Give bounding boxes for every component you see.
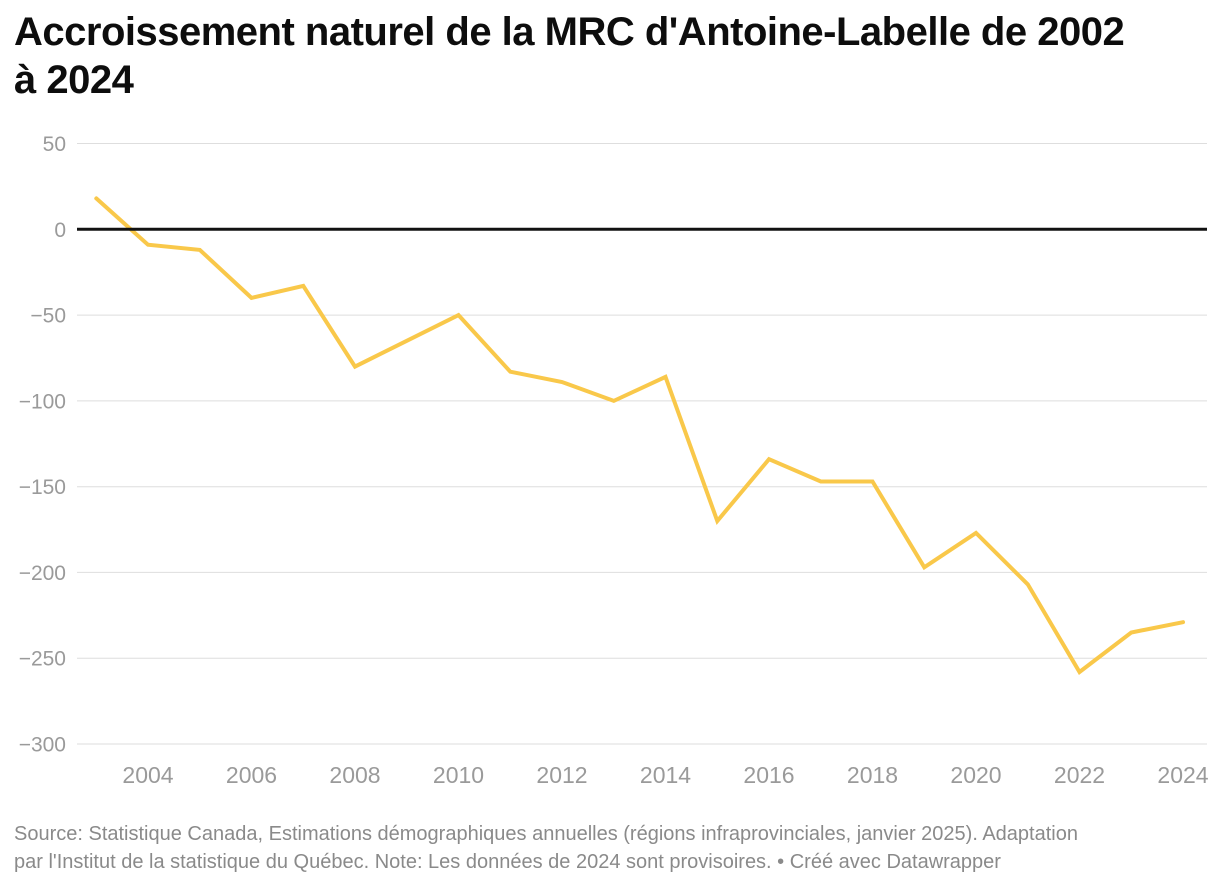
x-tick-label: 2010 [433, 762, 484, 788]
x-tick-label: 2004 [122, 762, 173, 788]
x-tick-label: 2008 [329, 762, 380, 788]
chart-footer: Source: Statistique Canada, Estimations … [14, 821, 1210, 876]
chart-title-line-1: Accroissement naturel de la MRC d'Antoin… [14, 10, 1125, 54]
x-tick-label: 2022 [1054, 762, 1105, 788]
x-tick-label: 2020 [950, 762, 1001, 788]
y-tick-label: −200 [19, 562, 66, 585]
y-tick-label: 0 [54, 219, 66, 242]
chart-title-line-2: à 2024 [14, 58, 134, 102]
y-tick-label: −300 [19, 734, 66, 757]
x-tick-label: 2016 [743, 762, 794, 788]
x-tick-label: 2024 [1157, 762, 1208, 788]
x-tick-label: 2012 [536, 762, 587, 788]
y-tick-label: −150 [19, 476, 66, 499]
y-tick-label: −250 [19, 648, 66, 671]
source-note-line-2: par l'Institut de la statistique du Québ… [14, 850, 1001, 873]
source-note-line-1: Source: Statistique Canada, Estimations … [14, 823, 1078, 845]
y-tick-label: 50 [43, 133, 66, 156]
data-line [94, 196, 1185, 675]
x-tick-label: 2018 [847, 762, 898, 788]
y-tick-label: −50 [30, 305, 66, 328]
x-tick-label: 2006 [226, 762, 277, 788]
x-tick-label: 2014 [640, 762, 691, 788]
chart-title: Accroissement naturel de la MRC d'Antoin… [14, 8, 1210, 104]
y-tick-label: −100 [19, 390, 66, 413]
